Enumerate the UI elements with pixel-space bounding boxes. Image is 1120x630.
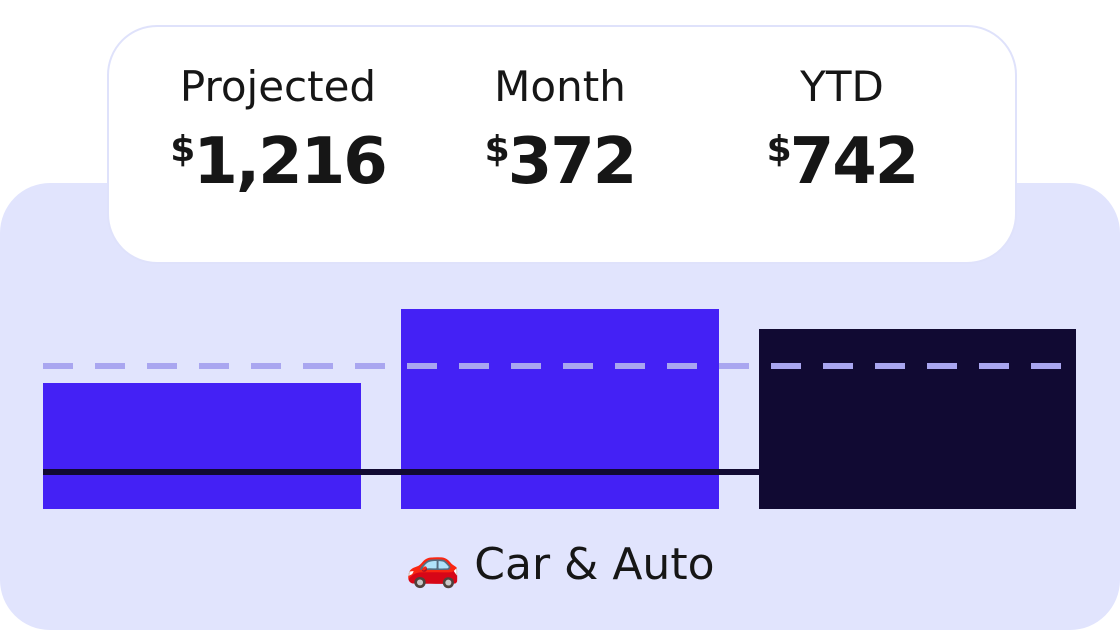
stats-card	[107, 25, 1017, 264]
bar	[401, 309, 719, 509]
bar	[43, 383, 361, 509]
stat-label: Projected	[179, 62, 377, 111]
stat-label: Month	[494, 62, 626, 111]
stat: Projected $1,216	[138, 60, 418, 198]
bar	[759, 329, 1076, 509]
stat-label: YTD	[800, 62, 884, 111]
stat-value: $1,216	[170, 125, 388, 199]
stat: YTD $742	[702, 60, 982, 198]
stat-value: $742	[766, 125, 920, 199]
stat-value: $372	[484, 125, 638, 199]
category-label: 🚗 Car & Auto	[405, 539, 715, 590]
stat: Month $372	[420, 60, 700, 198]
